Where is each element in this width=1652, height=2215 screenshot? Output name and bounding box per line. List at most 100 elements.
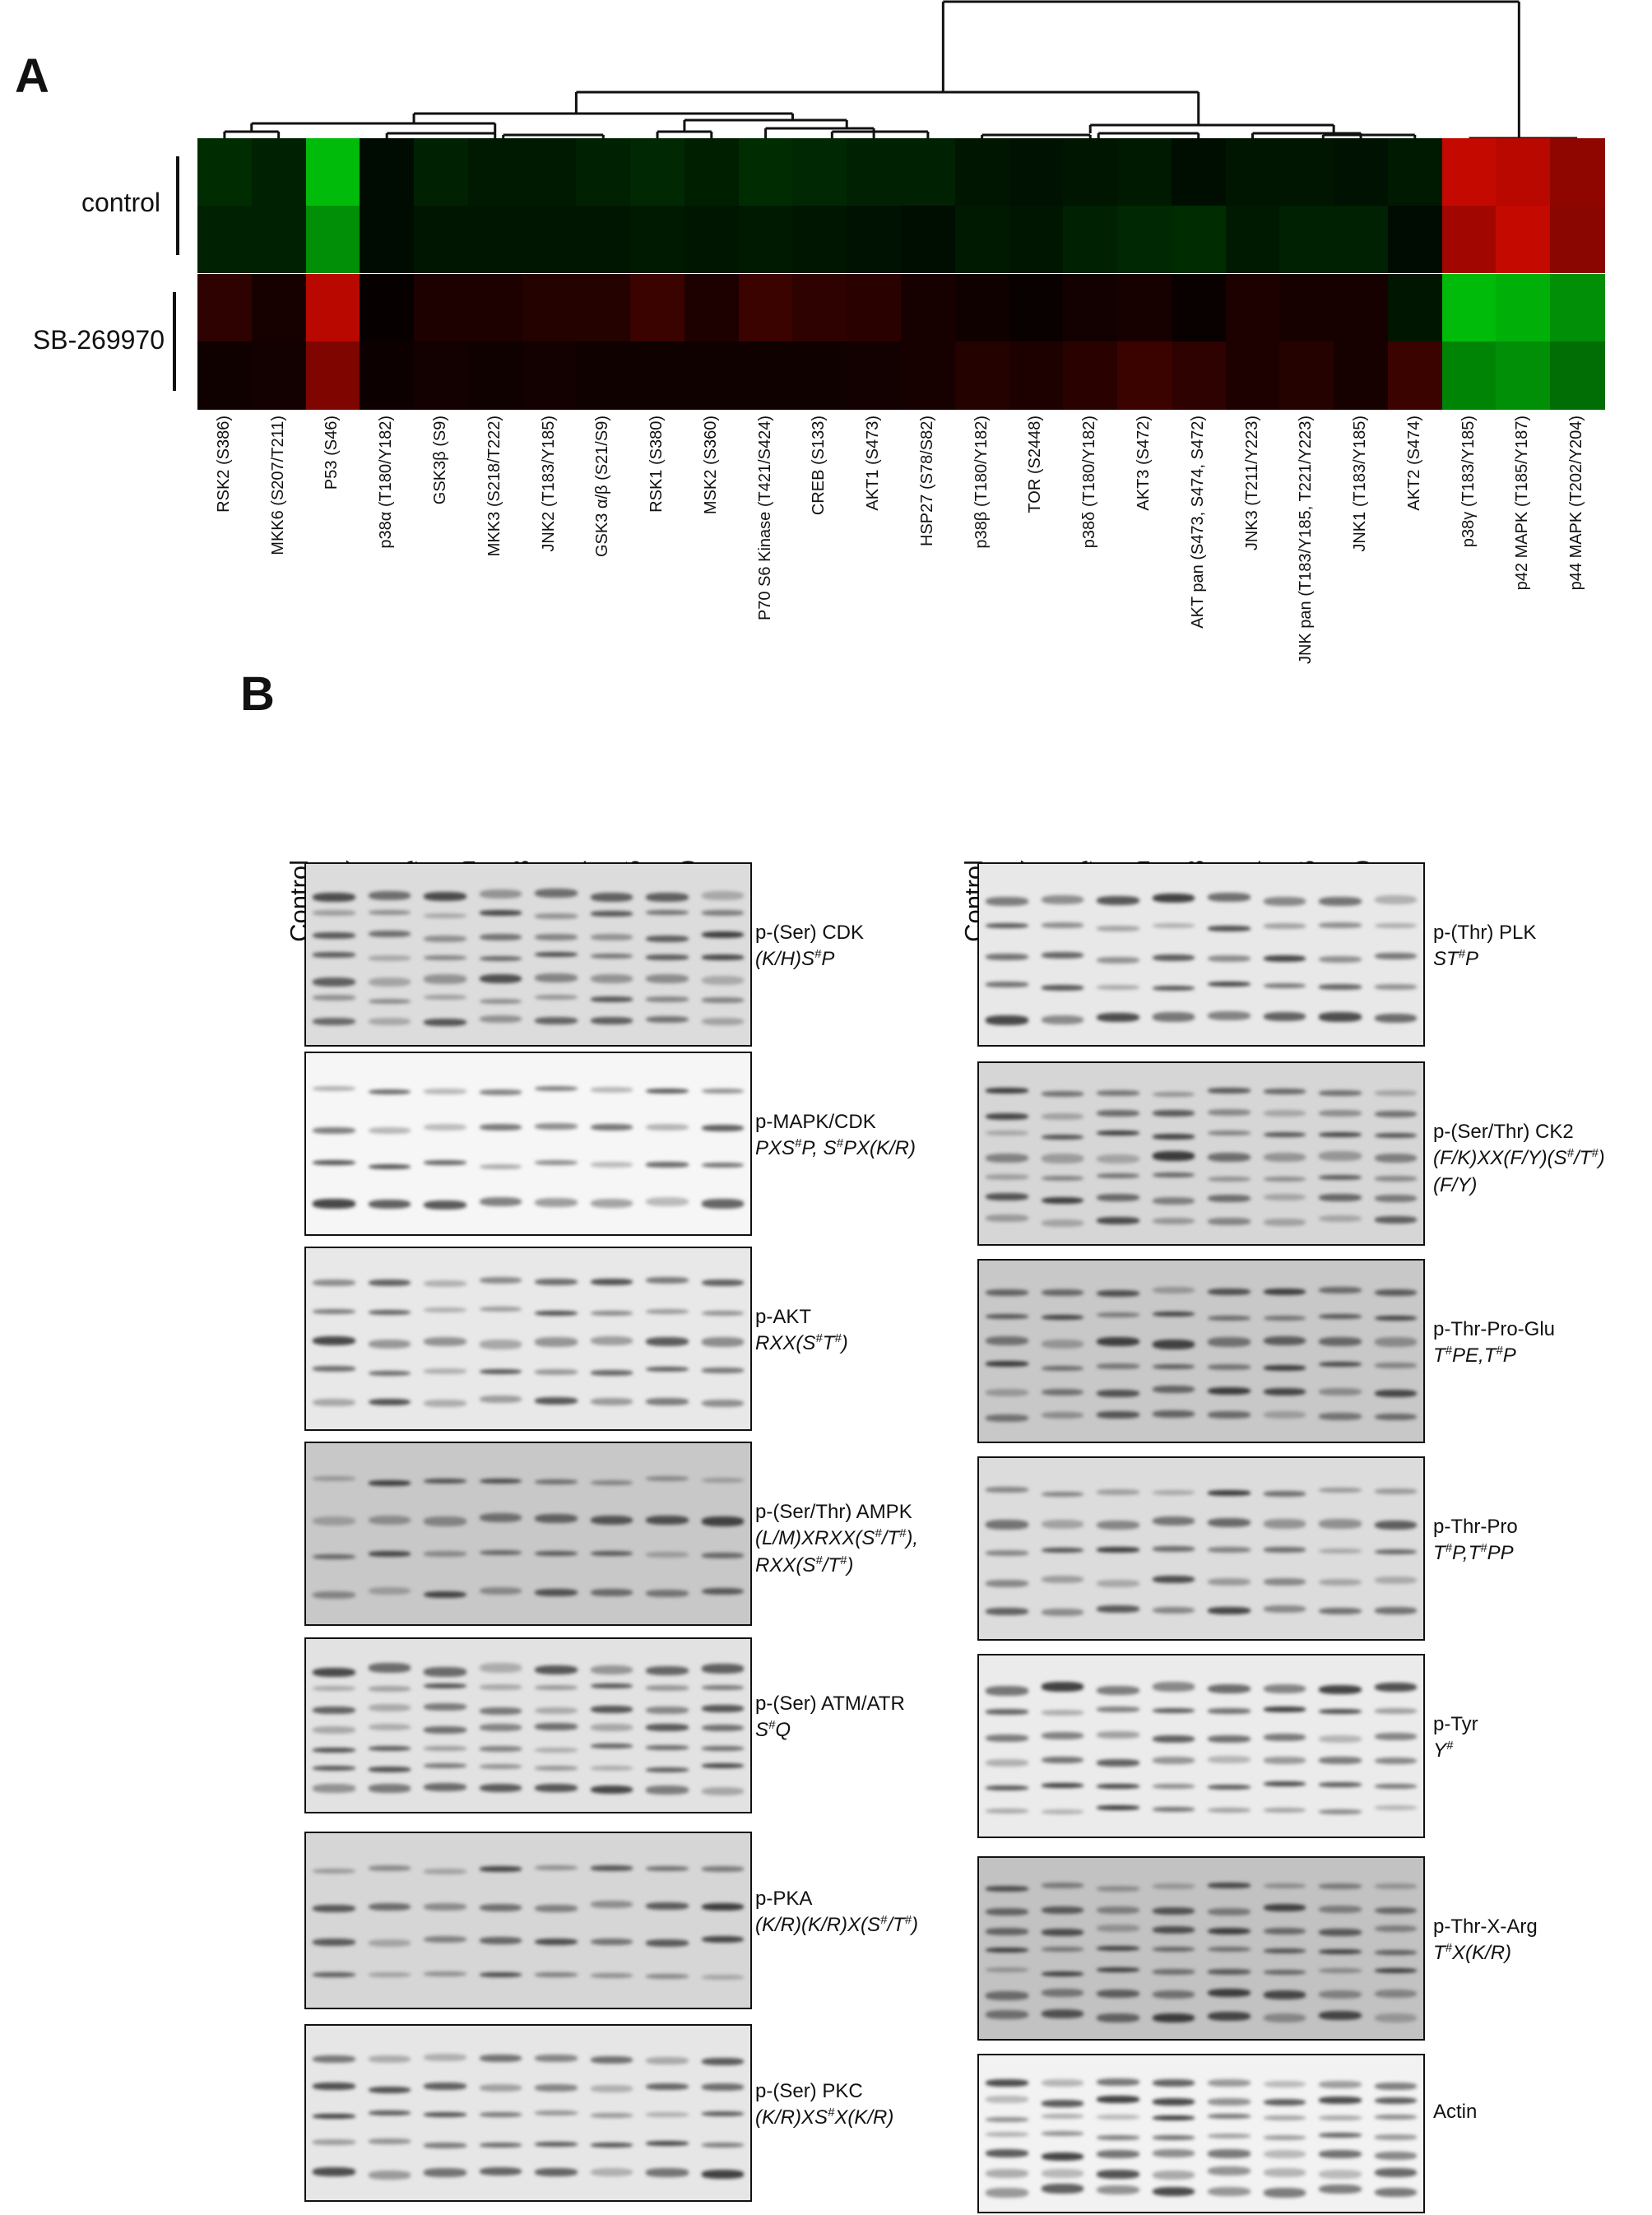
blot-band <box>1152 1546 1195 1552</box>
blot-band <box>1208 1577 1251 1586</box>
heatmap-column-label: AKT1 (S473) <box>864 416 883 511</box>
blot-band <box>1152 1925 1195 1934</box>
blot-band <box>1374 2167 1417 2177</box>
blot-band <box>1374 1805 1417 1811</box>
heatmap-cell <box>1334 206 1389 273</box>
blot-band <box>535 913 578 919</box>
blot-band <box>535 1550 578 1557</box>
blot-band <box>1041 2100 1084 2107</box>
blot-band <box>313 1199 355 1209</box>
blot-band <box>1041 1340 1084 1349</box>
blot-band <box>646 1724 689 1731</box>
blot-band <box>479 1512 522 1522</box>
blot-band <box>986 1885 1028 1892</box>
blot-band <box>1263 982 1306 988</box>
blot-band <box>368 1309 411 1316</box>
heatmap-cell <box>1009 138 1065 206</box>
blot-band <box>1097 1886 1139 1892</box>
blot-band <box>368 2111 411 2116</box>
blot-band <box>1208 926 1251 931</box>
blot-band <box>1263 2168 1306 2178</box>
heatmap-cell <box>1117 274 1172 341</box>
blot-band <box>1041 2152 1084 2162</box>
blot-band <box>368 1686 411 1693</box>
blot-band <box>1319 2133 1362 2138</box>
blot-band <box>424 1726 466 1734</box>
blot-motif: (F/K)XX(F/Y)(S#/T#) <box>1433 1146 1605 1170</box>
western-blot <box>977 1856 1425 2041</box>
blot-band <box>535 1723 578 1730</box>
blot-band <box>535 1479 578 1485</box>
blot-band <box>1319 1905 1362 1913</box>
western-blot <box>304 1637 752 1813</box>
blot-band <box>701 2142 744 2148</box>
blot-band <box>368 1586 411 1595</box>
blot-band <box>590 1017 633 1025</box>
blot-band <box>1097 1154 1139 1164</box>
blot-band <box>1041 1906 1084 1914</box>
heatmap-cell <box>1387 274 1443 341</box>
blot-band <box>701 1975 744 1980</box>
blot-band <box>313 1308 355 1315</box>
blot-band <box>646 1767 689 1772</box>
blot-band <box>1097 1411 1139 1419</box>
heatmap-cell <box>684 206 740 273</box>
heatmap-cell <box>954 206 1010 273</box>
blot-band <box>535 1198 578 1208</box>
blot-band <box>986 1112 1028 1120</box>
blot-band <box>479 1724 522 1732</box>
blot-band <box>1041 1710 1084 1716</box>
heatmap-cell <box>251 341 307 410</box>
blot-band <box>424 1019 466 1027</box>
blot-band <box>424 1478 466 1484</box>
blot-band <box>1374 1289 1417 1296</box>
blot-band <box>1097 2134 1139 2141</box>
western-blot <box>304 1052 752 1236</box>
blot-band <box>424 1336 466 1346</box>
blot-band <box>1319 1734 1362 1743</box>
heatmap-cell <box>630 341 685 410</box>
blot-band <box>368 1745 411 1751</box>
blot-band <box>646 1196 689 1207</box>
blot-band <box>313 1018 355 1025</box>
heatmap-column-label: GSK3 α/β (S21/S9) <box>593 416 612 558</box>
blot-band <box>1041 2169 1084 2179</box>
blot-band <box>313 1366 355 1372</box>
blot-band <box>313 995 355 1001</box>
blot-band <box>1041 1091 1084 1097</box>
blot-band <box>1152 1012 1195 1022</box>
blot-band <box>313 1590 355 1599</box>
blot-band <box>313 1766 355 1772</box>
blot-band <box>590 1310 633 1316</box>
blot-band <box>590 1198 633 1208</box>
blot-band <box>1208 1337 1251 1347</box>
heatmap-cell <box>901 274 956 341</box>
blot-band <box>424 1280 466 1287</box>
blot-band <box>1152 922 1195 929</box>
blot-band <box>1374 1783 1417 1789</box>
blot-band <box>368 890 411 900</box>
blot-band <box>986 2010 1028 2020</box>
blot-band <box>1319 1578 1362 1586</box>
blot-band <box>1041 1491 1084 1498</box>
blot-band <box>986 2188 1028 2198</box>
blot-band <box>986 1289 1028 1296</box>
blot-band <box>479 889 522 899</box>
blot-antibody-name: p-(Ser) PKC <box>755 2080 863 2102</box>
blot-band <box>1319 922 1362 928</box>
heatmap-cell <box>414 274 469 341</box>
blot-motif: (K/H)S#P <box>755 947 835 971</box>
blot-band <box>1374 952 1417 959</box>
blot-band <box>1097 1336 1139 1346</box>
blot-band <box>590 1938 633 1946</box>
blot-band <box>1097 1731 1139 1739</box>
blot-band <box>1319 2011 1362 2021</box>
heatmap-cell <box>847 138 902 206</box>
blot-band <box>1097 1363 1139 1369</box>
blot-band <box>590 1665 633 1675</box>
blot-band <box>313 1279 355 1286</box>
group-bar-control <box>176 156 179 255</box>
blot-band <box>313 1685 355 1692</box>
blot-band <box>1041 1289 1084 1297</box>
blot-band <box>368 1767 411 1772</box>
